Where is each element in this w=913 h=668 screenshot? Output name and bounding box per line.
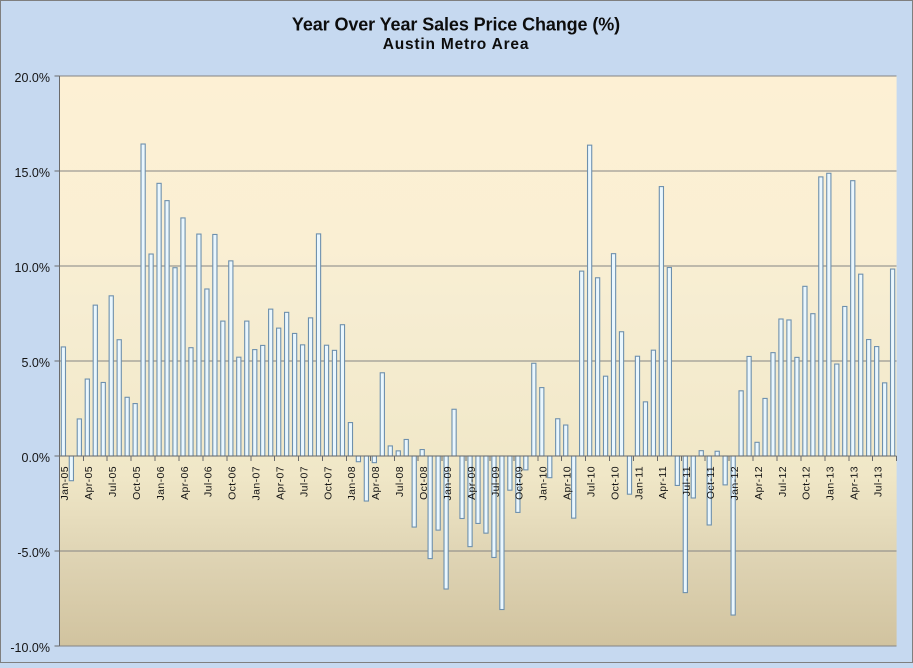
svg-text:Jul-08: Jul-08 <box>394 466 406 497</box>
svg-text:Apr-09: Apr-09 <box>466 466 478 500</box>
svg-text:Oct-07: Oct-07 <box>322 466 334 500</box>
svg-text:Jan-06: Jan-06 <box>155 466 167 501</box>
svg-text:15.0%: 15.0% <box>15 166 50 180</box>
svg-text:Jul-10: Jul-10 <box>585 466 597 497</box>
svg-text:Jan-13: Jan-13 <box>825 466 837 501</box>
svg-text:Jan-11: Jan-11 <box>633 466 645 500</box>
svg-text:20.0%: 20.0% <box>15 71 50 85</box>
svg-text:5.0%: 5.0% <box>22 356 51 370</box>
svg-text:Apr-10: Apr-10 <box>562 466 574 500</box>
svg-text:Oct-06: Oct-06 <box>227 466 239 500</box>
svg-text:Jan-12: Jan-12 <box>729 466 741 501</box>
svg-text:10.0%: 10.0% <box>15 261 50 275</box>
svg-text:Jan-05: Jan-05 <box>59 466 71 501</box>
svg-text:Apr-08: Apr-08 <box>370 466 382 500</box>
svg-text:Jul-11: Jul-11 <box>681 466 693 496</box>
svg-text:Austin Metro Area: Austin Metro Area <box>383 36 530 53</box>
svg-text:Oct-09: Oct-09 <box>514 466 526 500</box>
svg-text:0.0%: 0.0% <box>22 451 51 465</box>
svg-text:Oct-12: Oct-12 <box>801 466 813 500</box>
svg-text:Apr-07: Apr-07 <box>274 466 286 500</box>
svg-text:Apr-06: Apr-06 <box>179 466 191 500</box>
svg-text:Apr-12: Apr-12 <box>753 466 765 500</box>
svg-text:Apr-13: Apr-13 <box>849 466 861 500</box>
svg-text:Jan-10: Jan-10 <box>538 466 550 501</box>
svg-text:Jul-12: Jul-12 <box>777 466 789 497</box>
svg-text:Apr-05: Apr-05 <box>83 466 95 500</box>
svg-text:Apr-11: Apr-11 <box>657 466 669 499</box>
svg-text:Jul-06: Jul-06 <box>203 466 215 497</box>
svg-text:Jul-07: Jul-07 <box>298 466 310 497</box>
svg-text:Jan-08: Jan-08 <box>346 466 358 501</box>
svg-text:Jul-05: Jul-05 <box>107 466 119 497</box>
svg-text:Oct-05: Oct-05 <box>131 466 143 500</box>
svg-text:Jul-09: Jul-09 <box>490 466 502 497</box>
svg-text:Jan-07: Jan-07 <box>251 466 263 501</box>
svg-text:-10.0%: -10.0% <box>10 641 50 655</box>
svg-text:Jan-09: Jan-09 <box>442 466 454 501</box>
svg-text:Oct-10: Oct-10 <box>609 466 621 500</box>
svg-text:Oct-08: Oct-08 <box>418 466 430 500</box>
svg-text:Jul-13: Jul-13 <box>872 466 884 497</box>
svg-text:-5.0%: -5.0% <box>17 546 50 560</box>
svg-text:Oct-11: Oct-11 <box>705 466 717 499</box>
svg-text:Year Over Year Sales Price Cha: Year Over Year Sales Price Change (%) <box>292 15 620 35</box>
